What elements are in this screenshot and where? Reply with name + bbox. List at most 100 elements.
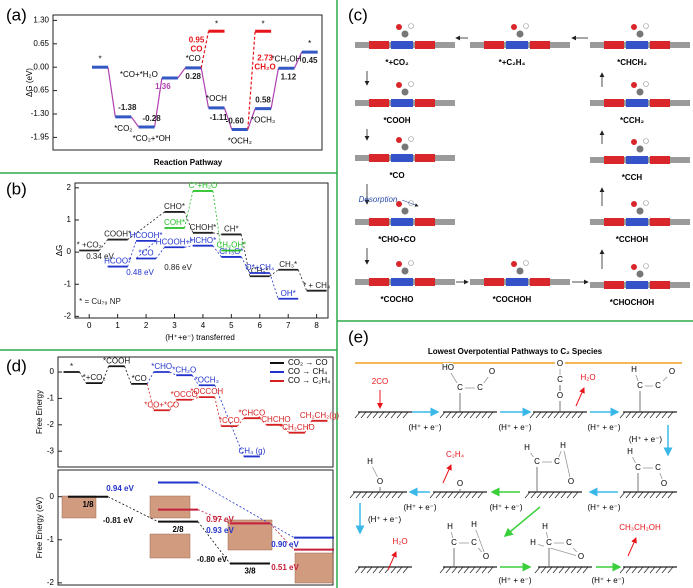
atom: C bbox=[451, 538, 457, 547]
y-tick-label: -3 bbox=[47, 446, 55, 455]
annotation: 0.86 eV bbox=[164, 263, 192, 272]
hatch bbox=[625, 491, 632, 499]
panel-label: (c) bbox=[348, 5, 368, 24]
atom-bg bbox=[532, 457, 542, 467]
y-tick-label: 0.00 bbox=[33, 62, 49, 71]
atom-bg bbox=[528, 538, 538, 548]
slab-red bbox=[415, 41, 435, 49]
step-label: (H⁺ + e⁻) bbox=[587, 503, 620, 512]
annotation: -0.80 eV bbox=[197, 555, 228, 564]
link bbox=[223, 107, 233, 130]
plot-frame bbox=[57, 469, 334, 586]
atom-bg bbox=[667, 367, 677, 377]
y-tick-label: 0 bbox=[50, 492, 55, 501]
slab-red bbox=[604, 281, 624, 289]
slab-image bbox=[227, 519, 273, 551]
product-label: 2CO bbox=[372, 377, 388, 386]
state-label: *COCHO bbox=[381, 295, 414, 304]
state-label: CH₂OH* bbox=[216, 241, 246, 250]
adsorbate bbox=[636, 145, 644, 153]
hatch bbox=[463, 411, 470, 419]
atom: C bbox=[477, 383, 483, 392]
hatch bbox=[541, 411, 548, 419]
y-tick-label: 0.65 bbox=[33, 39, 49, 48]
slab-blue bbox=[391, 154, 413, 162]
link bbox=[130, 116, 140, 128]
legend-label: CO₂ → CO bbox=[288, 358, 328, 367]
hatch bbox=[649, 491, 656, 499]
slab-blue bbox=[391, 218, 413, 226]
atom-bg bbox=[566, 477, 576, 487]
step-energy: 2.73 bbox=[257, 53, 273, 62]
slab-red bbox=[650, 41, 670, 49]
hatch bbox=[445, 566, 452, 574]
adsorbate bbox=[408, 200, 414, 206]
slab-red bbox=[650, 156, 670, 164]
state-label: *CO₂+*OH bbox=[133, 134, 171, 143]
state-label: *CCO bbox=[219, 416, 240, 425]
adsorbate bbox=[636, 207, 644, 215]
state-label: *+C₂H₄ bbox=[499, 58, 526, 67]
adsorbate bbox=[401, 267, 409, 275]
dashed-link bbox=[184, 245, 193, 248]
arrow bbox=[401, 199, 419, 207]
atom-bg bbox=[469, 538, 479, 548]
y-tick-label: 1 bbox=[67, 215, 72, 224]
atom: O bbox=[489, 367, 495, 376]
product-label: CH₃CH₂OH bbox=[619, 523, 661, 532]
slab-red bbox=[650, 281, 670, 289]
atom-bg bbox=[564, 538, 574, 548]
hatch bbox=[536, 491, 543, 499]
step-label: (H⁺ + e⁻) bbox=[498, 576, 531, 585]
x-tick-label: 2 bbox=[144, 321, 149, 330]
state-label: HCOOH+* bbox=[156, 237, 194, 246]
y-tick-label: -1 bbox=[47, 535, 55, 544]
dashed-link bbox=[240, 256, 251, 274]
adsorbate bbox=[643, 263, 649, 269]
hatch bbox=[367, 491, 374, 499]
hatch bbox=[477, 491, 484, 499]
dashed-link bbox=[107, 496, 159, 523]
adsorbate bbox=[631, 264, 637, 270]
adsorbate bbox=[401, 88, 409, 96]
step-energy: -1.38 bbox=[118, 103, 137, 112]
bond bbox=[473, 524, 487, 558]
x-tick-label: 7 bbox=[286, 321, 291, 330]
link bbox=[200, 67, 210, 108]
y-tick-label: 0 bbox=[50, 367, 55, 376]
dashed-link bbox=[155, 247, 165, 259]
x-category: 1/8 bbox=[82, 500, 94, 509]
state-label: HCOO* bbox=[104, 257, 131, 266]
hatch bbox=[553, 411, 560, 419]
slab-red bbox=[369, 278, 389, 286]
y-tick-label: 1.30 bbox=[33, 16, 49, 25]
hatch bbox=[643, 566, 650, 574]
hatch bbox=[559, 411, 566, 419]
hatch bbox=[576, 566, 583, 574]
atom: O bbox=[557, 391, 563, 400]
hatch bbox=[459, 491, 466, 499]
adsorbate bbox=[511, 24, 517, 30]
hatch bbox=[571, 411, 578, 419]
state-label: *CHO+CO bbox=[378, 235, 416, 244]
atom: O bbox=[483, 552, 489, 561]
slab-red bbox=[650, 99, 670, 107]
hatch bbox=[481, 411, 488, 419]
hatch bbox=[619, 411, 626, 419]
slab-blue bbox=[391, 278, 413, 286]
dashed-link bbox=[169, 371, 177, 376]
slab-blue bbox=[391, 99, 413, 107]
atom: H bbox=[447, 522, 453, 531]
atom-bg bbox=[659, 479, 669, 489]
hatch bbox=[649, 411, 656, 419]
atom-bg bbox=[653, 381, 663, 391]
hatch bbox=[451, 566, 458, 574]
slab-red bbox=[415, 154, 435, 162]
state-label: *CH₂O bbox=[172, 365, 196, 374]
adsorbate bbox=[631, 201, 637, 207]
hatch bbox=[378, 411, 385, 419]
step-energy: 0.28 bbox=[185, 72, 201, 81]
panel-label: (a) bbox=[6, 5, 27, 24]
hatch bbox=[391, 491, 398, 499]
dashed-link bbox=[197, 482, 295, 538]
